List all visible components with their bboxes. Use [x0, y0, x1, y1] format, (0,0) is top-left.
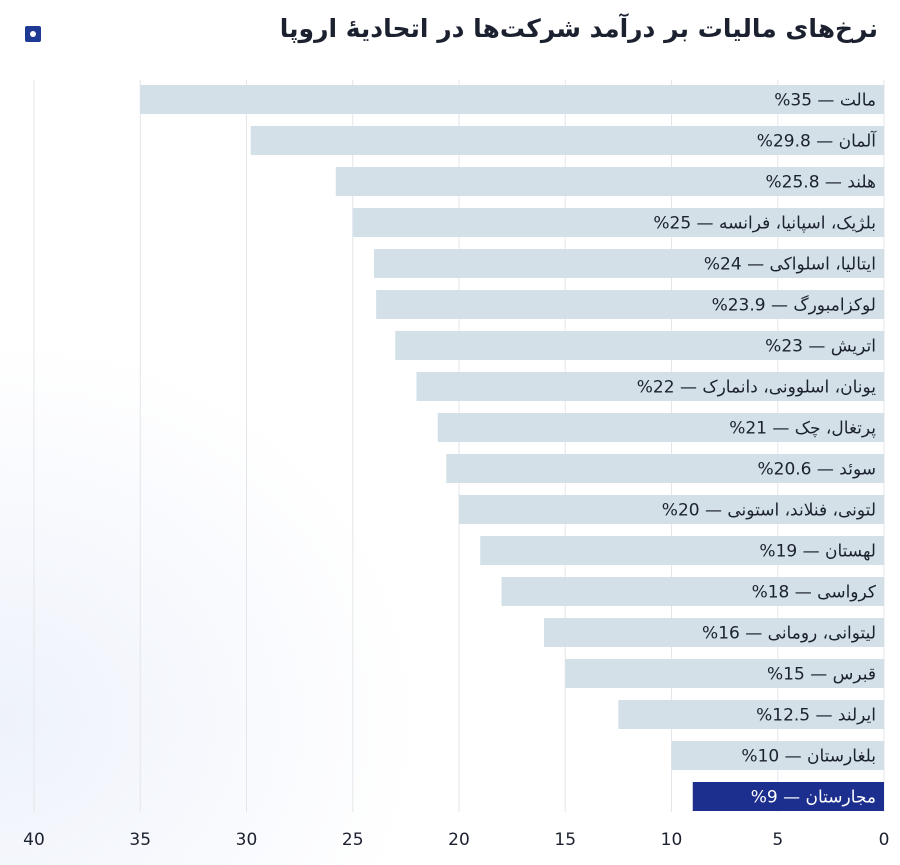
x-tick-label: 15 — [554, 830, 576, 850]
bar — [140, 85, 884, 114]
bar-label: ایرلند — 12.5% — [756, 706, 876, 726]
x-tick-label: 35 — [129, 830, 151, 850]
bar-label: لیتوانی، رومانی — 16% — [702, 624, 876, 644]
bar-label: آلمان — 29.8% — [757, 130, 877, 152]
bar — [416, 372, 884, 401]
bar — [352, 208, 884, 237]
bar-label: بلژیک، اسپانیا، فرانسه — 25% — [653, 214, 876, 234]
x-tick-label: 10 — [661, 830, 683, 850]
bar-label: یونان، اسلوونی، دانمارک — 22% — [637, 378, 877, 398]
bar — [335, 167, 884, 196]
bar-label: پرتغال، چک — 21% — [729, 419, 876, 439]
bar — [446, 454, 884, 483]
x-tick-label: 5 — [772, 830, 783, 850]
x-tick-label: 20 — [448, 830, 470, 850]
bar-label: لهستان — 19% — [759, 542, 876, 562]
bar — [692, 782, 884, 811]
bar-label: اتریش — 23% — [765, 337, 876, 357]
bar-label: لوکزامبورگ — 23.9% — [712, 295, 876, 316]
x-tick-label: 40 — [23, 830, 45, 850]
x-tick-label: 25 — [342, 830, 364, 850]
bar — [437, 413, 884, 442]
bar-label: مجارستان — 9% — [751, 788, 876, 808]
bar-label: سوئد — 20.6% — [757, 460, 876, 480]
bar-label: هلند — 25.8% — [766, 173, 876, 193]
bar — [501, 577, 884, 606]
bar — [459, 495, 884, 524]
bar — [565, 659, 884, 688]
bar — [395, 331, 884, 360]
bar — [480, 536, 884, 565]
bar — [618, 700, 884, 729]
bar-label: بلغارستان — 10% — [741, 747, 876, 767]
bar-label: لتونی، فنلاند، استونی — 20% — [662, 501, 876, 521]
logo-icon — [25, 26, 41, 42]
bar — [544, 618, 884, 647]
x-tick-label: 0 — [879, 830, 890, 850]
bar-label: کرواسی — 18% — [752, 583, 877, 603]
bar-label: مالت — 35% — [774, 91, 876, 111]
bar — [250, 126, 884, 155]
bar-label: قبرس — 15% — [767, 665, 876, 685]
bar — [376, 290, 884, 319]
bar — [671, 741, 884, 770]
chart-title: نرخ‌های مالیات بر درآمد شرکت‌ها در اتحاد… — [279, 14, 878, 43]
bar — [374, 249, 884, 278]
x-tick-label: 30 — [236, 830, 258, 850]
bar-label: ایتالیا، اسلواکی — 24% — [704, 255, 876, 275]
